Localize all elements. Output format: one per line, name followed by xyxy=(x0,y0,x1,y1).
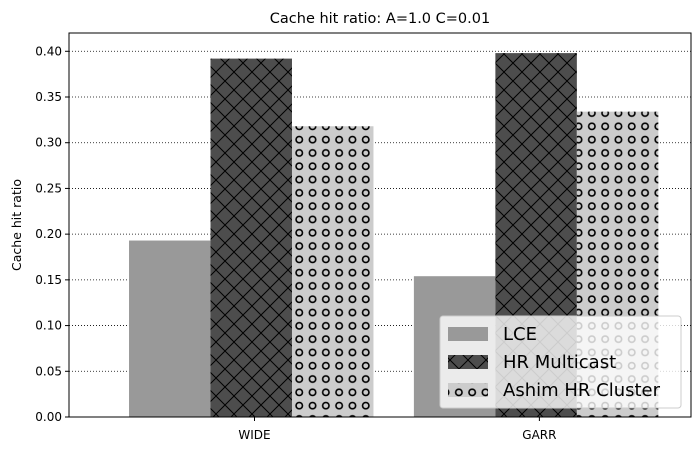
y-tick-label: 0.10 xyxy=(35,319,62,333)
x-tick-label: GARR xyxy=(522,428,556,442)
bar-ashim-hr-cluster-wide xyxy=(291,126,374,417)
y-tick-label: 0.15 xyxy=(35,273,62,287)
legend-label: Ashim HR Cluster xyxy=(503,380,661,401)
legend-swatch xyxy=(448,355,488,369)
y-tick-label: 0.40 xyxy=(35,44,62,58)
chart-title: Cache hit ratio: A=1.0 C=0.01 xyxy=(270,11,490,27)
y-tick-label: 0.35 xyxy=(35,90,62,104)
x-tick-label: WIDE xyxy=(238,428,270,442)
legend-box xyxy=(439,315,682,409)
y-axis-label: Cache hit ratio xyxy=(9,179,24,271)
plot-frame xyxy=(68,32,692,418)
y-tick-label: 0.25 xyxy=(35,181,62,195)
x-axis-ticks: WIDE GARR xyxy=(238,417,556,442)
y-tick-label: 0.00 xyxy=(35,410,62,424)
y-axis-ticks: 0.00 0.05 0.10 0.15 0.20 0.25 0.30 0.35 0.40 xyxy=(35,44,69,424)
y-tick-label: 0.20 xyxy=(35,227,62,241)
bars xyxy=(129,53,659,417)
y-tick-label: 0.05 xyxy=(35,364,62,378)
legend-swatch xyxy=(448,327,488,341)
y-tick-label: 0.30 xyxy=(35,136,62,150)
bar-hr-multicast-wide xyxy=(210,58,292,417)
legend: LCE HR Multicast Ashim HR Cluster xyxy=(439,315,682,409)
legend-swatch xyxy=(448,383,488,397)
legend-label: HR Multicast xyxy=(503,352,616,373)
bar-lce-wide xyxy=(129,240,211,417)
legend-label: LCE xyxy=(503,324,537,345)
